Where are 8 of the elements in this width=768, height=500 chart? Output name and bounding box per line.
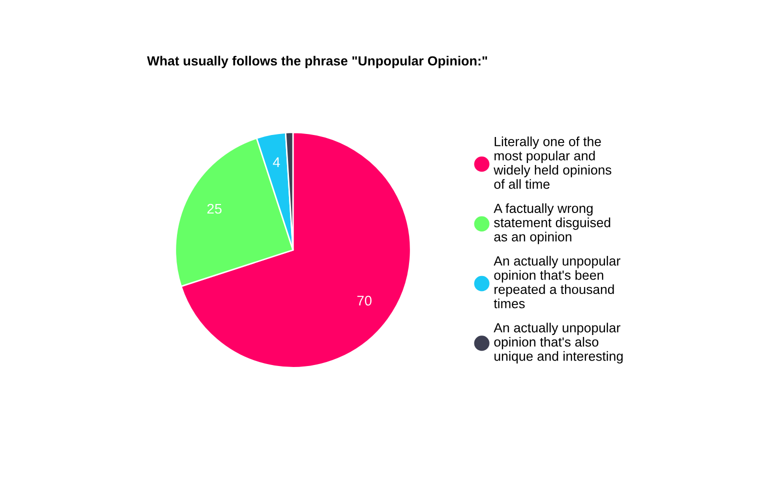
data-label: 70 (357, 296, 372, 306)
legend-label: An actually unpopular opinion that's been repeated a thousand times (494, 256, 620, 308)
data-label: 25 (207, 204, 222, 214)
legend-label: An actually unpopular opinion that's also unique and interesting (494, 322, 623, 364)
legend-label: Literally one of the most popular and widely held opinions of all time (494, 136, 612, 189)
data-label: 4 (272, 157, 280, 167)
chart-title: What usually follows the phrase "Unpopular Opinion:" (147, 56, 488, 68)
legend-label: A factually wrong statement disguised as an opinion (494, 203, 610, 244)
